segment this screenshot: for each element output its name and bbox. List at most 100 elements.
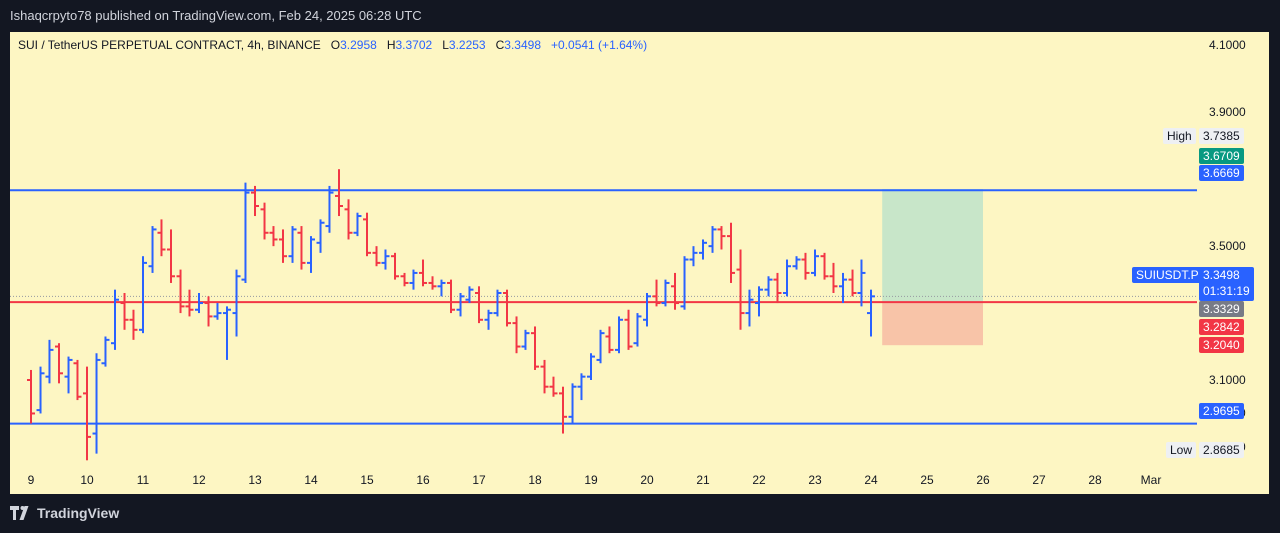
legend-open-label: O <box>330 38 341 52</box>
legend-close: 3.3498 <box>504 38 541 52</box>
ohlc-bar <box>745 289 754 327</box>
ohlc-bar <box>428 276 437 290</box>
ohlc-bar <box>391 252 399 280</box>
ohlc-bar <box>288 226 297 263</box>
time-tick: 25 <box>920 473 934 487</box>
ohlc-bar <box>92 353 101 454</box>
ohlc-bar <box>335 169 343 217</box>
tag-low-value: 2.8685 <box>1199 442 1244 458</box>
ohlc-bar <box>55 343 63 384</box>
ohlc-bar <box>73 359 82 401</box>
ohlc-bar <box>353 212 362 237</box>
ohlc-bar <box>867 289 875 337</box>
ohlc-bar <box>801 252 810 280</box>
high-label: High <box>1163 128 1196 144</box>
ohlc-bar <box>111 289 119 350</box>
ohlc-bar <box>129 309 138 340</box>
chart-pane[interactable]: SUI / TetherUS PERPETUAL CONTRACT, 4h, B… <box>10 32 1197 467</box>
tradingview-logo-icon <box>10 506 29 520</box>
time-tick: 20 <box>640 473 654 487</box>
stop-zone <box>882 302 983 346</box>
footer-brand: TradingView <box>37 505 120 521</box>
target-zone <box>882 188 983 303</box>
ohlc-bar <box>269 226 278 247</box>
tag-last-value: 3.3498 <box>1203 268 1240 282</box>
ohlc-bar <box>83 366 91 461</box>
ohlc-bar <box>643 293 651 327</box>
ohlc-bar <box>577 373 586 401</box>
symbol-tag: SUIUSDT.P <box>1132 267 1203 283</box>
tag-stop: 3.2040 <box>1199 337 1244 353</box>
tradingview-logo[interactable]: TradingView <box>10 505 119 521</box>
time-tick: Mar <box>1140 473 1162 487</box>
time-tick: 13 <box>248 473 262 487</box>
ohlc-bar <box>307 236 315 273</box>
ohlc-bar <box>213 303 222 320</box>
ohlc-bar <box>503 289 511 327</box>
ohlc-bar <box>549 376 558 397</box>
ohlc-bar <box>521 329 530 350</box>
tag-support-mid: 3.2842 <box>1199 319 1244 335</box>
low-label: Low <box>1166 442 1197 458</box>
ohlc-bar <box>204 296 213 327</box>
ohlc-bar <box>316 219 325 253</box>
legend: SUI / TetherUS PERPETUAL CONTRACT, 4h, B… <box>18 38 647 52</box>
time-tick: 16 <box>416 473 430 487</box>
ohlc-bar <box>727 222 735 283</box>
ohlc-bar <box>671 272 679 310</box>
ohlc-bar <box>223 306 231 360</box>
time-axis[interactable]: 9 10 11 12 13 14 15 16 17 18 19 20 21 22 23 24 25 26 27 28 M… <box>10 467 1197 494</box>
ohlc-bar <box>736 249 745 330</box>
ohlc-bar <box>419 259 427 287</box>
ohlc-bar <box>167 229 175 283</box>
price-axis[interactable]: 4.10003.90003.50003.40003.10003.00002.90… <box>1197 32 1269 467</box>
ohlc-bar <box>148 226 157 273</box>
legend-high: 3.3702 <box>395 38 433 52</box>
ohlc-bar <box>456 293 465 317</box>
time-tick: 26 <box>976 473 990 487</box>
ohlc-bar <box>493 289 502 317</box>
ohlc-bar <box>652 279 661 307</box>
ohlc-bar <box>27 369 35 424</box>
chart-svg[interactable] <box>10 32 1197 467</box>
price-tick: 3.1000 <box>1209 373 1246 387</box>
publish-text: Ishaqcrpyto78 published on TradingView.c… <box>10 8 422 23</box>
ohlc-bar <box>64 356 73 394</box>
ohlc-bar <box>176 269 185 314</box>
ohlc-bar <box>624 309 633 350</box>
footer: TradingView <box>0 494 1280 533</box>
ohlc-bar <box>680 256 689 310</box>
ohlc-bar <box>699 239 707 260</box>
time-tick: 15 <box>360 473 374 487</box>
ohlc-bar <box>596 329 605 364</box>
ohlc-bar <box>381 249 390 270</box>
time-tick: 17 <box>472 473 486 487</box>
ohlc-bar <box>605 326 614 354</box>
ohlc-bar <box>839 272 847 304</box>
ohlc-bar <box>792 256 801 270</box>
price-tick: 3.9000 <box>1209 105 1246 120</box>
time-tick: 11 <box>136 473 150 487</box>
ohlc-bar <box>120 293 129 330</box>
time-tick: 24 <box>864 473 878 487</box>
ohlc-bar <box>811 249 819 277</box>
ohlc-bar <box>829 262 838 293</box>
tag-resistance: 3.6669 <box>1199 165 1244 181</box>
ohlc-bar <box>344 199 353 240</box>
ohlc-bar <box>447 279 455 314</box>
ohlc-bar <box>279 229 287 263</box>
ohlc-bar <box>241 182 250 283</box>
time-tick: 14 <box>304 473 318 487</box>
ohlc-bar <box>45 339 54 384</box>
legend-open: 3.2958 <box>340 38 377 52</box>
publish-bar: Ishaqcrpyto78 published on TradingView.c… <box>0 0 1280 32</box>
time-tick: 19 <box>584 473 598 487</box>
ohlc-bar <box>260 202 269 240</box>
price-tick: 4.1000 <box>1209 38 1246 53</box>
ohlc-bar <box>409 269 418 290</box>
ohlc-bar <box>325 185 334 233</box>
ohlc-bar <box>783 259 791 297</box>
ohlc-bar <box>372 246 381 267</box>
ohlc-bar <box>661 279 670 307</box>
ohlc-bar <box>195 293 203 314</box>
